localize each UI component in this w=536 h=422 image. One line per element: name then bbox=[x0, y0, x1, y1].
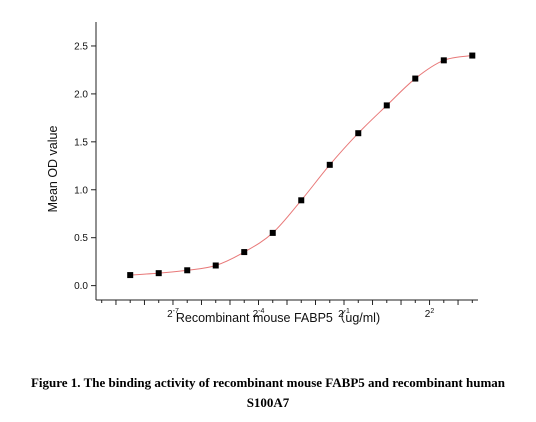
x-tick-label: 2-4 bbox=[253, 308, 265, 320]
y-tick-label: 2.0 bbox=[74, 89, 88, 100]
data-point bbox=[440, 57, 447, 64]
x-tick-label: 22 bbox=[425, 308, 435, 320]
axes: 0.0 0.5 1.0 1.5 2.0 2.5 2-7 2-4 2-1 22 bbox=[74, 22, 478, 320]
data-point bbox=[212, 262, 219, 269]
data-point bbox=[298, 197, 305, 204]
data-point bbox=[184, 267, 191, 274]
caption-line-2: S100A7 bbox=[246, 395, 290, 410]
y-tick-label: 1.5 bbox=[74, 137, 88, 148]
data-point bbox=[241, 249, 248, 256]
data-point bbox=[127, 272, 134, 279]
data-point bbox=[326, 161, 333, 168]
fit-curve bbox=[130, 55, 473, 276]
chart: 0.0 0.5 1.0 1.5 2.0 2.5 2-7 2-4 2-1 22 Recombinan… bbox=[46, 22, 478, 325]
y-tick-label: 2.5 bbox=[74, 41, 88, 52]
data-point bbox=[155, 270, 162, 277]
data-point bbox=[269, 229, 276, 236]
data-point bbox=[412, 75, 419, 82]
data-points bbox=[127, 52, 476, 279]
y-tick-label: 0.0 bbox=[74, 281, 88, 292]
y-tick-label: 1.0 bbox=[74, 185, 88, 196]
x-tick-label: 2-7 bbox=[167, 308, 179, 320]
fit-curve-layer bbox=[130, 55, 473, 276]
caption-line-1: Figure 1. The binding activity of recomb… bbox=[30, 375, 506, 390]
x-axis-title: Recombinant mouse FABP5（ug/ml) bbox=[176, 311, 380, 325]
x-tick-label: 2-1 bbox=[338, 308, 350, 320]
data-point bbox=[383, 102, 390, 109]
y-axis-title: Mean OD value bbox=[46, 126, 60, 213]
data-point bbox=[469, 52, 476, 59]
data-point bbox=[355, 130, 362, 137]
figure-caption: Figure 1. The binding activity of recomb… bbox=[0, 373, 536, 413]
y-tick-label: 0.5 bbox=[74, 233, 88, 244]
